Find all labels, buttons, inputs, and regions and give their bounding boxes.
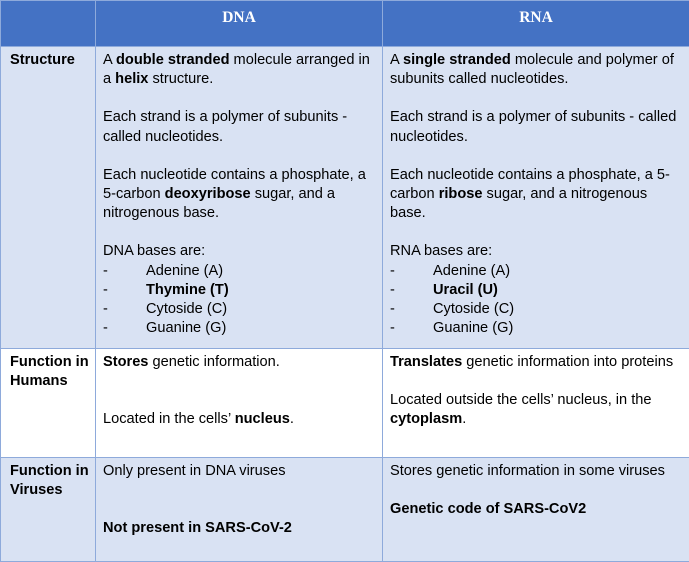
dna-sars-note: Not present in SARS-CoV-2 (103, 520, 292, 537)
rna-location: Located outside the cells’ nucleus, in t… (390, 392, 652, 428)
header-rna: RNA (382, 0, 689, 47)
dna-strand-desc: Each strand is a polymer of subunits - c… (103, 109, 348, 145)
list-item: - Uracil (U) (390, 281, 498, 298)
list-item: - Guanine (G) (103, 320, 227, 337)
header-row: DNA RNA (0, 0, 689, 47)
dna-location: Located in the cells’ nucleus. (103, 411, 294, 428)
dna-structure-desc: A double stranded molecule arranged in a… (103, 52, 370, 88)
dna-virus-presence: Only present in DNA viruses (103, 463, 286, 479)
humans-dna-cell: Stores genetic information. Located in t… (95, 348, 383, 458)
rna-nucleotide-desc: Each nucleotide contains a phosphate, a … (390, 166, 670, 222)
viruses-rna-cell: Stores genetic information in some virus… (382, 457, 689, 562)
structure-rna-cell: A single stranded molecule and polymer o… (382, 46, 689, 349)
list-item: - Cytoside (C) (103, 301, 228, 318)
row-structure: Structure A double stranded molecule arr… (0, 46, 689, 349)
row-label-viruses: Function in Viruses (0, 457, 96, 562)
rna-human-function: Translates genetic information into prot… (390, 354, 674, 370)
rna-virus-function: Stores genetic information in some virus… (390, 463, 665, 479)
rna-bases-title: RNA bases are: (390, 243, 493, 260)
rna-sars-note: Genetic code of SARS-CoV2 (390, 501, 587, 518)
row-humans: Function in Humans Stores genetic inform… (0, 348, 689, 458)
viruses-dna-cell: Only present in DNA viruses Not present … (95, 457, 383, 562)
list-item: - Adenine (A) (103, 262, 224, 279)
dna-human-function: Stores genetic information. (103, 354, 280, 370)
list-item: - Thymine (T) (103, 281, 229, 298)
header-corner-cell (0, 0, 96, 47)
row-viruses: Function in Viruses Only present in DNA … (0, 457, 689, 562)
humans-rna-cell: Translates genetic information into prot… (382, 348, 689, 458)
list-item: - Guanine (G) (390, 320, 514, 337)
header-dna: DNA (95, 0, 383, 47)
structure-dna-cell: A double stranded molecule arranged in a… (95, 46, 383, 349)
list-item: - Cytoside (C) (390, 301, 515, 318)
row-label-humans: Function in Humans (0, 348, 96, 458)
row-label-structure: Structure (0, 46, 96, 349)
rna-structure-desc: A single stranded molecule and polymer o… (390, 52, 674, 88)
list-item: - Adenine (A) (390, 262, 511, 279)
dna-bases-title: DNA bases are: (103, 243, 206, 260)
rna-strand-desc: Each strand is a polymer of subunits - c… (390, 109, 677, 145)
dna-nucleotide-desc: Each nucleotide contains a phosphate, a … (103, 166, 366, 222)
